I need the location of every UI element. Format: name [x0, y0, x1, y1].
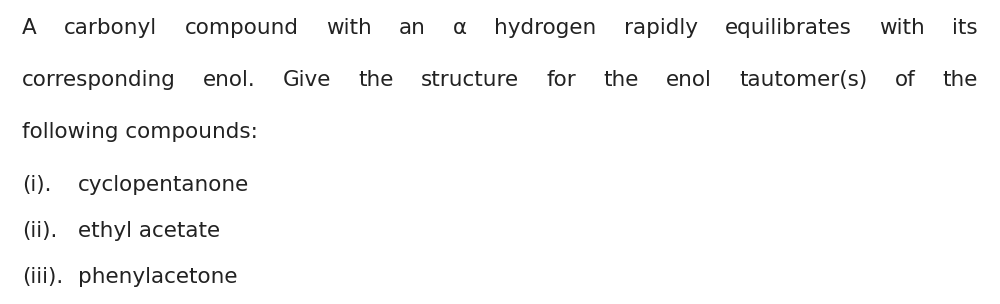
Text: the: the	[943, 70, 978, 90]
Text: of: of	[895, 70, 915, 90]
Text: α: α	[453, 18, 467, 38]
Text: enol: enol	[666, 70, 712, 90]
Text: cyclopentanone: cyclopentanone	[78, 175, 249, 195]
Text: A: A	[22, 18, 37, 38]
Text: rapidly: rapidly	[624, 18, 698, 38]
Text: for: for	[547, 70, 576, 90]
Text: with: with	[326, 18, 371, 38]
Text: corresponding: corresponding	[22, 70, 176, 90]
Text: tautomer(s): tautomer(s)	[739, 70, 867, 90]
Text: compound: compound	[184, 18, 298, 38]
Text: (i).: (i).	[22, 175, 52, 195]
Text: phenylacetone: phenylacetone	[78, 267, 238, 287]
Text: with: with	[879, 18, 925, 38]
Text: (iii).: (iii).	[22, 267, 63, 287]
Text: hydrogen: hydrogen	[494, 18, 597, 38]
Text: following compounds:: following compounds:	[22, 122, 258, 142]
Text: (ii).: (ii).	[22, 221, 57, 241]
Text: ethyl acetate: ethyl acetate	[78, 221, 220, 241]
Text: the: the	[359, 70, 394, 90]
Text: equilibrates: equilibrates	[725, 18, 852, 38]
Text: the: the	[604, 70, 639, 90]
Text: enol.: enol.	[203, 70, 256, 90]
Text: carbonyl: carbonyl	[64, 18, 157, 38]
Text: its: its	[952, 18, 978, 38]
Text: Give: Give	[283, 70, 331, 90]
Text: an: an	[399, 18, 426, 38]
Text: structure: structure	[421, 70, 519, 90]
